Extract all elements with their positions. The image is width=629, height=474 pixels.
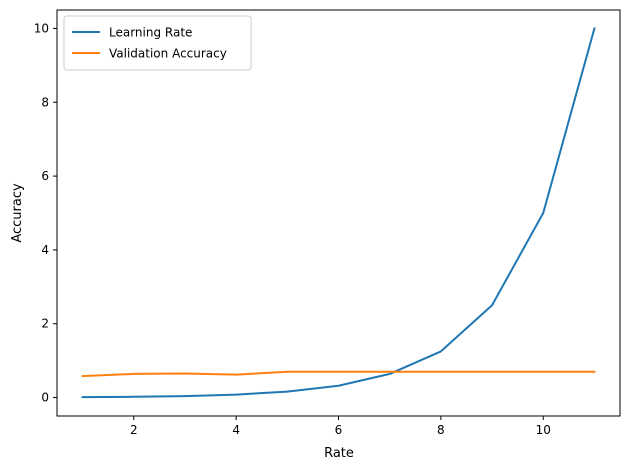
series-line-0 bbox=[81, 27, 596, 399]
series-line-1 bbox=[81, 370, 596, 378]
y-tick-label: 4 bbox=[41, 243, 49, 257]
x-tick-label: 4 bbox=[232, 423, 240, 437]
x-tick-label: 8 bbox=[437, 423, 445, 437]
x-tick-label: 2 bbox=[130, 423, 138, 437]
y-tick-label: 6 bbox=[41, 169, 49, 183]
x-tick-label: 6 bbox=[335, 423, 343, 437]
legend-box bbox=[63, 15, 252, 71]
y-axis-label: Accuracy bbox=[10, 183, 25, 243]
plot-frame bbox=[56, 9, 621, 417]
axes: 2 4 6 8 10 0 2 4 6 8 10 bbox=[34, 9, 621, 437]
x-tick-label: 10 bbox=[536, 423, 551, 437]
x-axis-label: Rate bbox=[324, 446, 354, 461]
series-lines bbox=[81, 27, 596, 399]
y-tick-label: 10 bbox=[34, 21, 49, 35]
legend-label: Learning Rate bbox=[109, 26, 192, 40]
y-tick-label: 8 bbox=[41, 95, 49, 109]
legend-label: Validation Accuracy bbox=[109, 47, 227, 61]
y-tick-label: 2 bbox=[41, 317, 49, 331]
y-tick-label: 0 bbox=[41, 391, 49, 405]
legend: Learning Rate Validation Accuracy bbox=[63, 15, 252, 71]
